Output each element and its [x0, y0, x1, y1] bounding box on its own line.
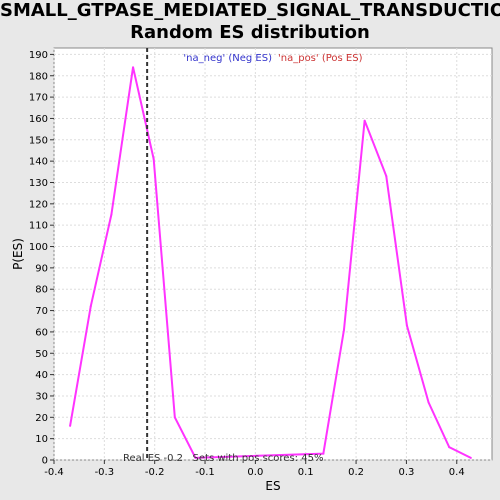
chart-title: SMALL_GTPASE_MEDIATED_SIGNAL_TRANSDUCTIO…	[0, 0, 500, 44]
data-point	[132, 66, 135, 69]
x-tick-label: 0.0	[247, 467, 263, 478]
y-tick-label: 90	[35, 263, 48, 274]
y-tick-label: 20	[35, 413, 48, 424]
y-tick-label: 140	[29, 157, 48, 168]
y-tick-label: 70	[35, 306, 48, 317]
data-point	[89, 305, 92, 308]
y-tick-label: 170	[29, 93, 48, 104]
data-point	[427, 401, 430, 404]
y-tick-label: 50	[35, 349, 48, 360]
data-point	[322, 452, 325, 455]
y-tick-label: 120	[29, 199, 48, 210]
y-tick-label: 10	[35, 434, 48, 445]
y-tick-label: 160	[29, 114, 48, 125]
y-tick-label: 30	[35, 391, 48, 402]
y-tick-label: 180	[29, 71, 48, 82]
y-tick-label: 80	[35, 285, 48, 296]
y-tick-label: 60	[35, 327, 48, 338]
y-tick-label: 150	[29, 135, 48, 146]
data-point	[69, 424, 72, 427]
y-tick-label: 110	[29, 221, 48, 232]
y-tick-label: 40	[35, 370, 48, 381]
y-axis-label: P(ES)	[11, 238, 25, 270]
data-point	[152, 158, 155, 161]
y-tick-label: 130	[29, 178, 48, 189]
axes: 0 10 20 30 40 50 60 70 80 90 100 110 120 130 140 150 160…	[29, 50, 465, 478]
data-point	[194, 456, 197, 459]
real-es-label: Real ES -0.2	[123, 453, 183, 464]
chart-title-line-2: Random ES distribution	[130, 22, 370, 43]
x-axis-label: ES	[265, 479, 280, 493]
data-point	[342, 328, 345, 331]
data-point	[405, 324, 408, 327]
x-tick-label: -0.3	[95, 467, 115, 478]
data-point	[469, 456, 472, 459]
x-tick-label: -0.4	[44, 467, 64, 478]
legend-neg-es: 'na_neg' (Neg ES)	[183, 53, 272, 64]
x-tick-label: 0.4	[449, 467, 465, 478]
legend-pos-es: 'na_pos' (Pos ES)	[278, 53, 363, 64]
grid	[53, 48, 492, 461]
data-point	[363, 119, 366, 122]
data-point	[385, 175, 388, 178]
data-point	[110, 213, 113, 216]
x-tick-label: 0.3	[398, 467, 414, 478]
y-tick-label: 0	[42, 456, 48, 467]
plot-area	[53, 47, 493, 461]
y-tick-label: 190	[29, 50, 48, 61]
pos-scores-annotation: Sets with pos scores: 45%	[193, 453, 324, 464]
series	[69, 66, 472, 459]
x-tick-label: -0.1	[195, 467, 215, 478]
x-tick-label: 0.2	[348, 467, 364, 478]
x-tick-label: -0.2	[145, 467, 165, 478]
data-point	[173, 416, 176, 419]
data-point	[448, 446, 451, 449]
y-tick-label: 100	[29, 242, 48, 253]
x-tick-label: 0.1	[298, 467, 314, 478]
chart-title-line-1: SMALL_GTPASE_MEDIATED_SIGNAL_TRANSDUCTIO…	[0, 0, 500, 21]
